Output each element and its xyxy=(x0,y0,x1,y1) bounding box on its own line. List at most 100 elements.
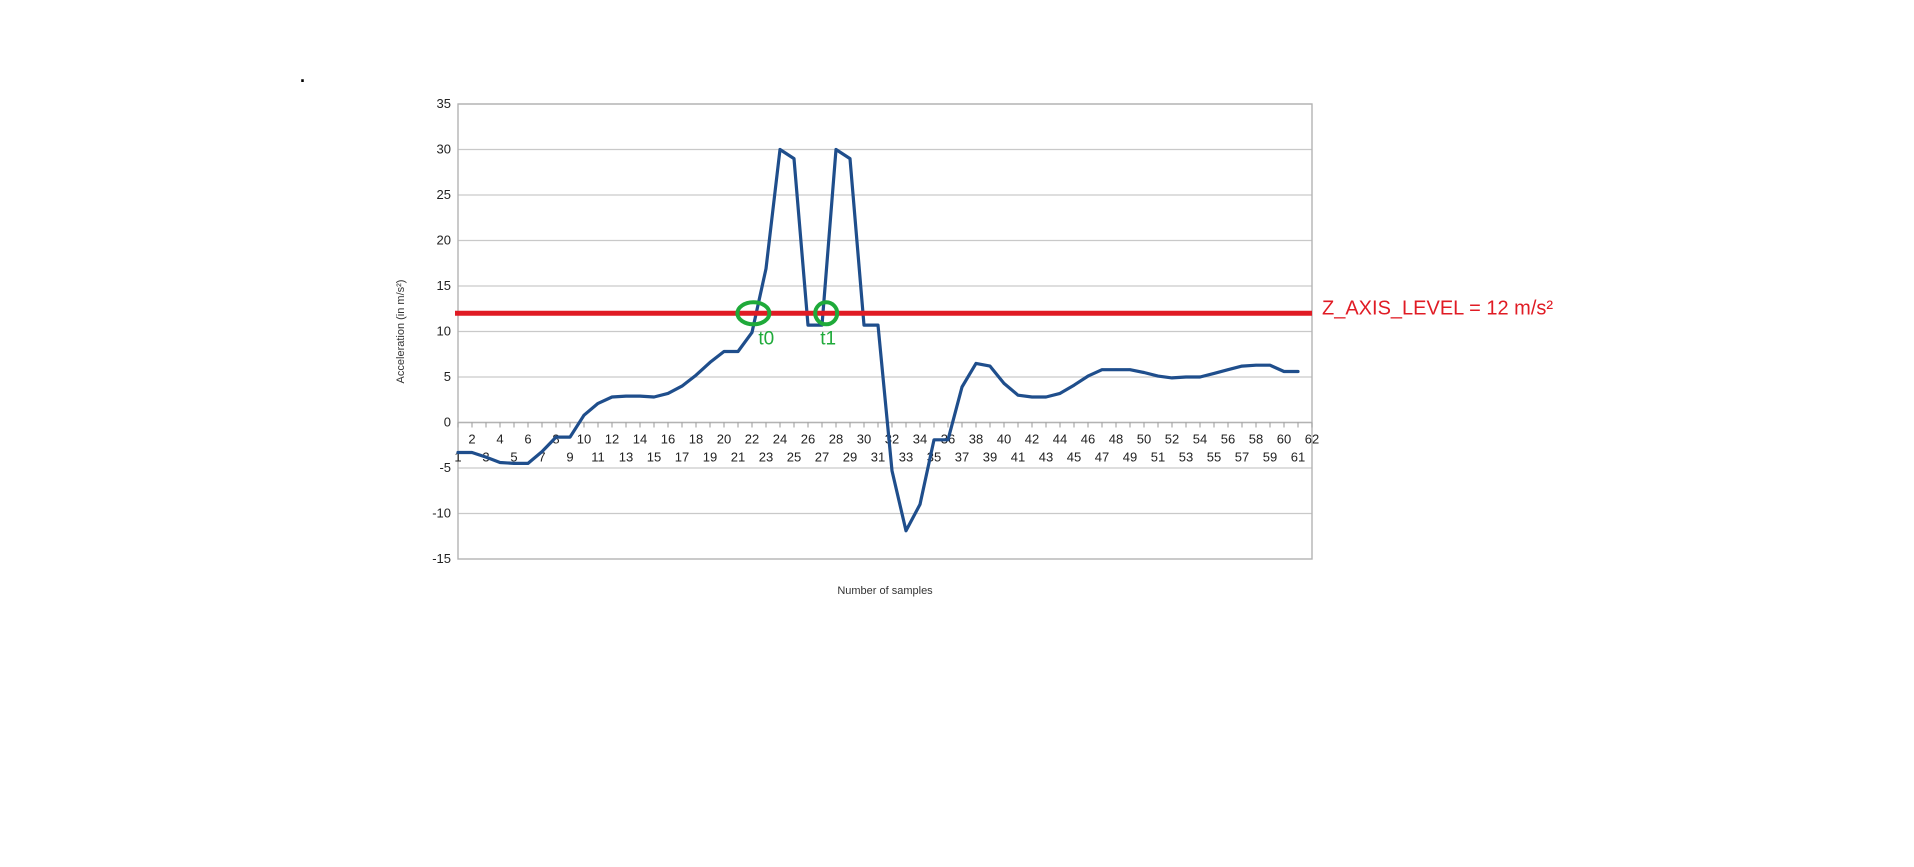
x-tick-label: 33 xyxy=(899,450,913,465)
data-point xyxy=(1114,368,1118,372)
data-point xyxy=(498,461,502,464)
crossing-marker xyxy=(735,300,772,327)
stray-dot: . xyxy=(300,66,306,86)
data-point xyxy=(1058,392,1062,395)
crossing-marker xyxy=(813,300,840,327)
x-tick-label: 43 xyxy=(1039,450,1053,465)
x-tick-label: 57 xyxy=(1235,450,1249,465)
data-point xyxy=(456,451,460,454)
x-tick-label: 62 xyxy=(1305,432,1319,447)
x-tick-label: 58 xyxy=(1249,432,1263,447)
x-tick-label: 22 xyxy=(745,432,759,447)
x-tick-label: 60 xyxy=(1277,432,1291,447)
x-tick-label: 52 xyxy=(1165,432,1179,447)
data-point xyxy=(1030,395,1034,399)
y-tick-label: 10 xyxy=(437,324,451,339)
data-point xyxy=(568,435,572,439)
data-point xyxy=(918,503,922,506)
x-tick-label: 40 xyxy=(997,432,1011,447)
data-point xyxy=(764,267,768,271)
data-point xyxy=(582,413,586,417)
x-tick-label: 41 xyxy=(1011,450,1025,465)
data-point xyxy=(904,529,908,533)
x-tick-label: 19 xyxy=(703,450,717,465)
data-point xyxy=(666,392,670,395)
x-tick-label: 51 xyxy=(1151,450,1165,465)
data-point xyxy=(960,385,964,389)
y-tick-label: -15 xyxy=(432,551,451,566)
y-tick-label: -5 xyxy=(439,460,451,475)
x-tick-label: 7 xyxy=(538,450,545,465)
data-point xyxy=(974,362,978,365)
plot-frame xyxy=(457,103,1313,560)
x-tick-label: 30 xyxy=(857,432,871,447)
data-point xyxy=(470,451,474,454)
data-point xyxy=(610,395,614,399)
data-point xyxy=(834,148,838,151)
x-tick-label: 49 xyxy=(1123,450,1137,465)
x-tick-label: 20 xyxy=(717,432,731,447)
x-tick-label: 21 xyxy=(731,450,745,465)
data-point xyxy=(1002,382,1006,385)
x-tick-label: 39 xyxy=(983,450,997,465)
x-tick-label: 17 xyxy=(675,450,689,465)
x-tick-label: 55 xyxy=(1207,450,1221,465)
threshold-label: Z_AXIS_LEVEL = 12 m/s² xyxy=(1322,297,1553,319)
data-point xyxy=(932,438,936,442)
x-tick-label: 14 xyxy=(633,432,647,447)
x-tick-label: 42 xyxy=(1025,432,1039,447)
data-point xyxy=(1170,376,1174,380)
x-tick-label: 50 xyxy=(1137,432,1151,447)
x-tick-label: 56 xyxy=(1221,432,1235,447)
x-tick-label: 9 xyxy=(566,450,573,465)
data-point xyxy=(1044,395,1048,399)
x-tick-label: 48 xyxy=(1109,432,1123,447)
data-point xyxy=(876,323,880,327)
x-tick-label: 28 xyxy=(829,432,843,447)
data-point xyxy=(624,394,628,398)
data-point xyxy=(736,350,740,353)
data-point xyxy=(638,394,642,398)
data-point xyxy=(1086,374,1090,378)
x-axis-title: Number of samples xyxy=(837,585,933,597)
data-point xyxy=(1240,364,1244,368)
data-point xyxy=(1268,363,1272,367)
x-tick-label: 27 xyxy=(815,450,829,465)
marker-label: t0 xyxy=(758,328,774,349)
x-tick-label: 10 xyxy=(577,432,591,447)
x-tick-label: 23 xyxy=(759,450,773,465)
data-point xyxy=(750,331,754,334)
data-point xyxy=(1282,370,1286,373)
x-tick-label: 16 xyxy=(661,432,675,447)
data-point xyxy=(554,435,558,439)
data-point xyxy=(862,323,866,327)
data-point xyxy=(1226,368,1230,372)
data-point xyxy=(792,157,796,160)
data-point xyxy=(596,402,600,405)
y-tick-label: 0 xyxy=(444,415,451,430)
x-tick-label: 34 xyxy=(913,432,927,447)
data-point xyxy=(1072,383,1076,387)
y-tick-label: 25 xyxy=(437,187,451,202)
x-tick-label: 29 xyxy=(843,450,857,465)
data-point xyxy=(778,148,782,151)
data-point xyxy=(694,373,698,377)
data-point xyxy=(848,157,852,160)
y-tick-label: 20 xyxy=(437,233,451,248)
data-point xyxy=(1254,363,1258,367)
y-tick-label: 30 xyxy=(437,142,451,157)
x-tick-label: 54 xyxy=(1193,432,1207,447)
data-point xyxy=(708,361,712,364)
x-tick-label: 25 xyxy=(787,450,801,465)
data-point xyxy=(1128,368,1132,372)
series-line xyxy=(456,147,1300,533)
x-tick-label: 47 xyxy=(1095,450,1109,465)
y-axis-title: Acceleration (in m/s²) xyxy=(395,280,407,384)
y-tick-label: 5 xyxy=(444,369,451,384)
x-tick-label: 2 xyxy=(468,432,475,447)
data-point xyxy=(1016,393,1020,397)
data-point xyxy=(1142,371,1146,374)
x-tick-label: 31 xyxy=(871,450,885,465)
